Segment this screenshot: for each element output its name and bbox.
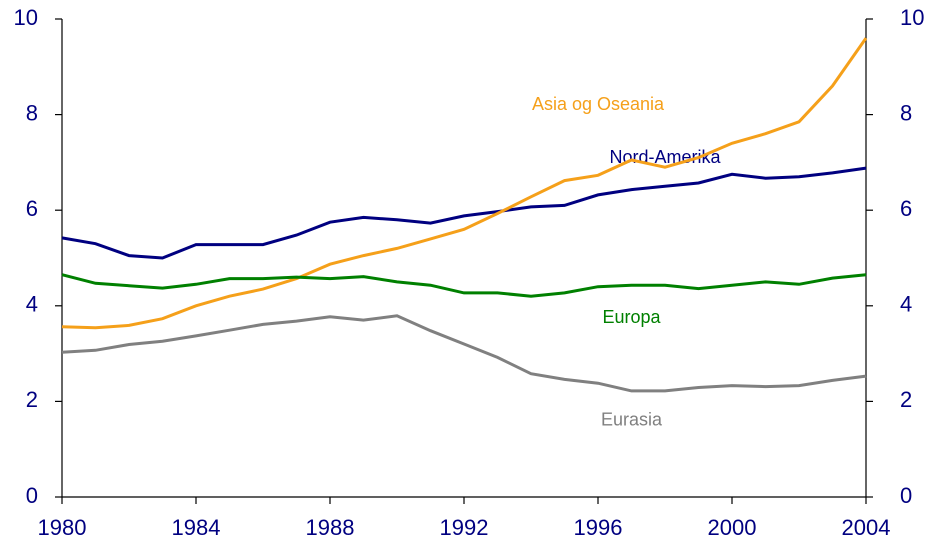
- x-tick-label: 1992: [440, 515, 489, 540]
- y-tick-label: 2: [26, 387, 38, 412]
- series-label: Nord-Amerika: [609, 147, 721, 167]
- y2-tick-label: 10: [900, 5, 924, 30]
- y2-tick-label: 0: [900, 483, 912, 508]
- series-label: Eurasia: [601, 410, 663, 430]
- y-tick-label: 6: [26, 196, 38, 221]
- y-tick-label: 0: [26, 483, 38, 508]
- y2-tick-label: 6: [900, 196, 912, 221]
- series-label: Asia og Oseania: [532, 94, 665, 114]
- series-line: [61, 273, 867, 298]
- y-tick-label: 4: [26, 292, 38, 317]
- x-tick-label: 2000: [708, 515, 757, 540]
- y2-tick-label: 2: [900, 387, 912, 412]
- series-line: [61, 314, 867, 393]
- series-line: [61, 166, 867, 260]
- x-tick-label: 1996: [574, 515, 623, 540]
- y2-tick-label: 4: [900, 292, 912, 317]
- y-tick-label: 10: [14, 5, 38, 30]
- series-label: Europa: [602, 307, 661, 327]
- x-tick-label: 1988: [306, 515, 355, 540]
- x-tick-label: 1984: [172, 515, 221, 540]
- y-tick-label: 8: [26, 100, 38, 125]
- series-line: [61, 37, 868, 330]
- x-tick-label: 1980: [38, 515, 87, 540]
- y2-tick-label: 8: [900, 100, 912, 125]
- x-tick-label: 2004: [842, 515, 891, 540]
